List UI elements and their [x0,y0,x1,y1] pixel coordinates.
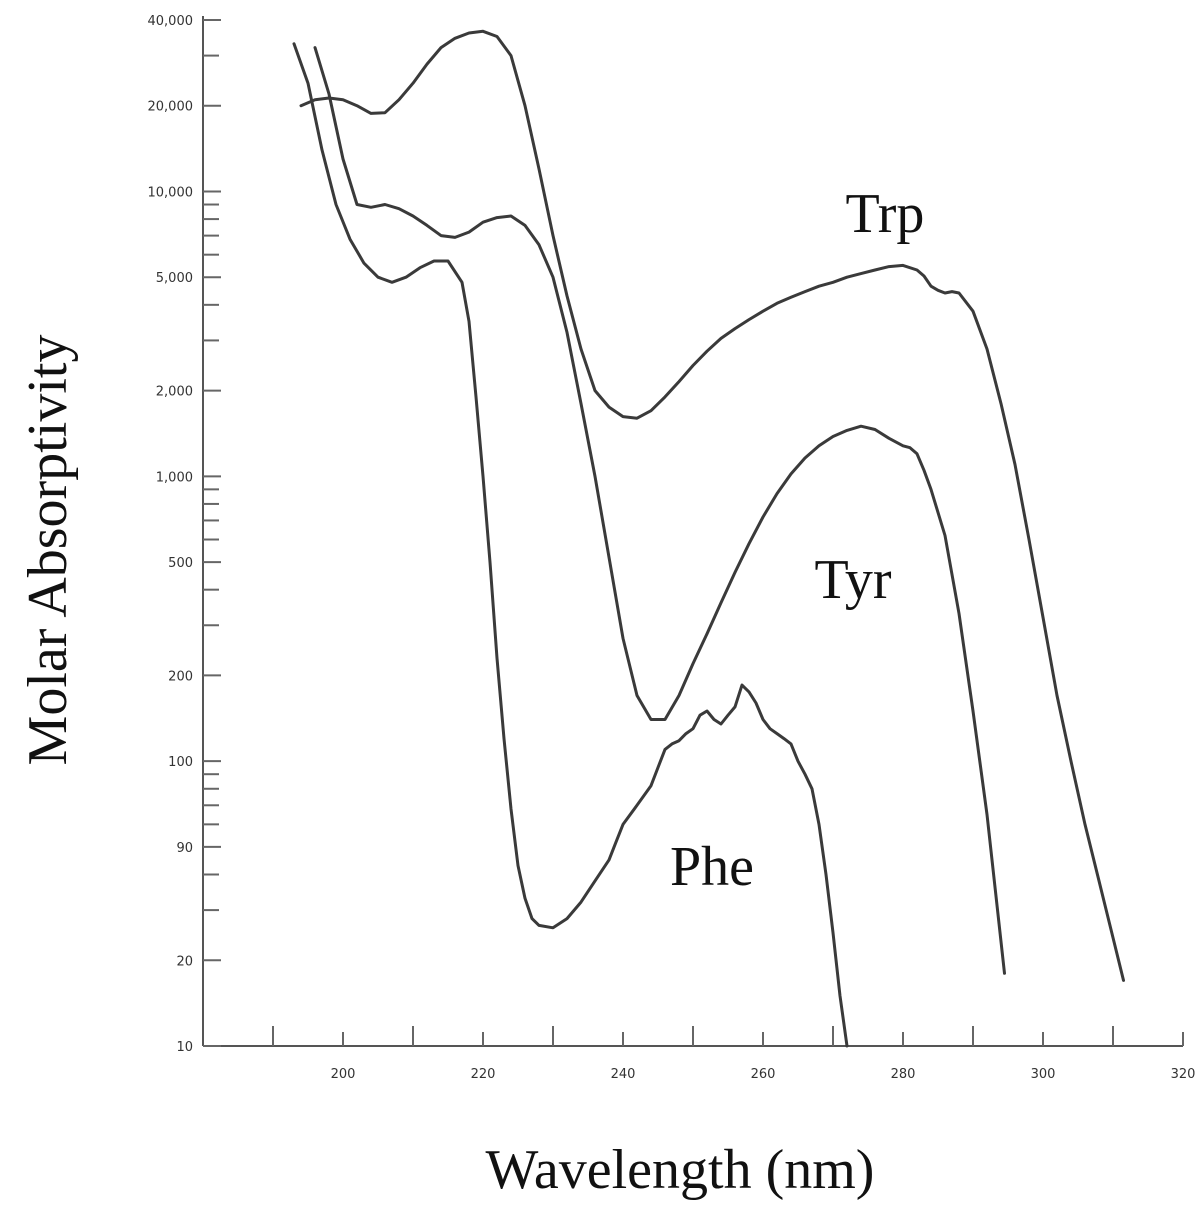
y-tick-label: 200 [168,669,193,684]
y-tick-label: 20 [176,954,193,969]
x-tick-label: 240 [611,1067,636,1082]
x-tick-label: 320 [1171,1067,1196,1082]
y-tick-label: 20,000 [148,100,194,115]
y-tick-label: 5,000 [156,271,193,286]
labels: Trp Tyr Phe [670,183,924,898]
x-tick-label: 260 [751,1067,776,1082]
curves [292,29,1125,1048]
series-tyr-line [313,46,1006,975]
y-tick-label: 10,000 [148,185,194,200]
y-tick-label: 100 [168,755,193,770]
y-axis-title: Molar Absorptivity [17,335,79,766]
y-tick-label: 2,000 [156,385,193,400]
x-tick-label: 280 [891,1067,916,1082]
x-tick-label: 200 [331,1067,356,1082]
y-tick-label: 500 [168,556,193,571]
series-label-phe: Phe [670,836,754,898]
series-phe-line [292,42,849,1048]
series-trp-line [299,29,1125,982]
y-tick-label: 90 [176,841,193,856]
x-tick-label: 300 [1031,1067,1056,1082]
series-label-tyr: Tyr [815,549,892,611]
y-tick-label: 10 [176,1040,193,1055]
x-tick-label: 220 [471,1067,496,1082]
series-label-trp: Trp [846,183,925,245]
ticks: 40,000 20,000 10,000 5,000 2,000 1,000 500 200 1… [148,14,1196,1082]
x-axis-title: Wavelength (nm) [486,1139,875,1201]
y-tick-label: 1,000 [156,470,193,485]
y-tick-label: 40,000 [148,14,194,29]
